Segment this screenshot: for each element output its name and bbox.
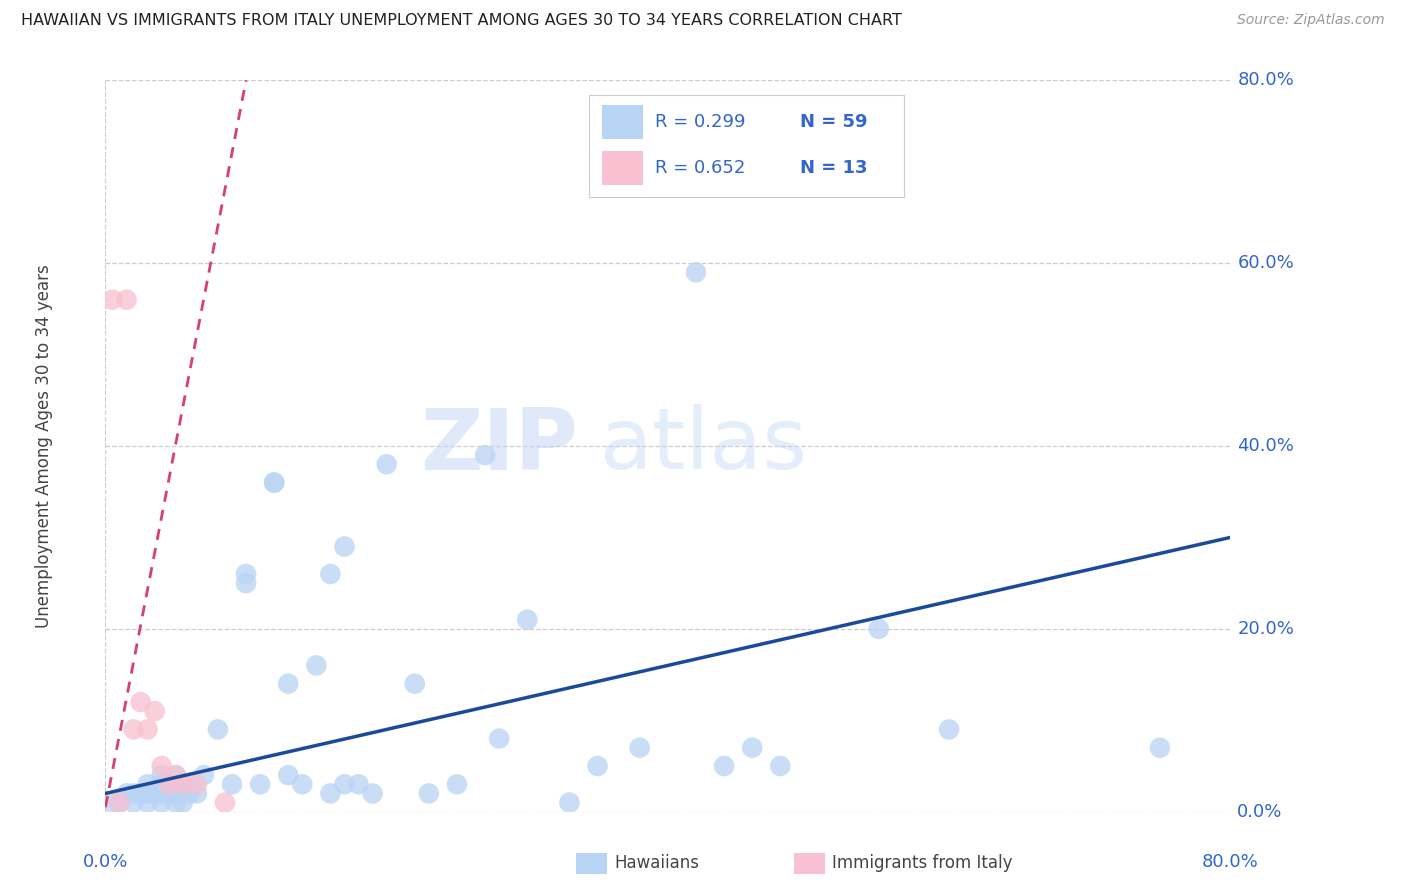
Text: 0.0%: 0.0% (83, 853, 128, 871)
Point (115, 293, 138, 307)
Point (108, 796, 131, 810)
Point (150, 759, 173, 773)
Point (221, 777, 243, 791)
Text: Immigrants from Italy: Immigrants from Italy (832, 855, 1012, 872)
Text: R = 0.652: R = 0.652 (655, 159, 745, 178)
Point (713, 759, 735, 773)
Point (165, 787, 187, 801)
Point (165, 796, 187, 810)
Text: 0.0%: 0.0% (1237, 803, 1282, 821)
Point (179, 787, 201, 801)
Point (305, 658, 328, 673)
Point (172, 796, 194, 810)
Point (122, 723, 145, 737)
Point (143, 787, 166, 801)
Text: HAWAIIAN VS IMMIGRANTS FROM ITALY UNEMPLOYMENT AMONG AGES 30 TO 34 YEARS CORRELA: HAWAIIAN VS IMMIGRANTS FROM ITALY UNEMPL… (21, 13, 903, 29)
Point (769, 759, 792, 773)
Text: Hawaiians: Hawaiians (614, 855, 699, 872)
Bar (602, 152, 643, 185)
Point (347, 777, 370, 791)
Point (143, 704, 166, 718)
Point (129, 695, 152, 709)
Point (186, 777, 208, 791)
Point (361, 787, 384, 801)
Point (157, 777, 180, 791)
Point (558, 796, 581, 810)
Point (136, 777, 159, 791)
Point (150, 796, 173, 810)
Text: 20.0%: 20.0% (1237, 620, 1294, 638)
Point (136, 787, 159, 801)
Point (186, 787, 208, 801)
Point (207, 723, 229, 737)
Point (108, 796, 131, 810)
Point (193, 768, 215, 782)
Point (291, 777, 314, 791)
Text: 80.0%: 80.0% (1237, 71, 1294, 89)
Point (868, 622, 890, 636)
Point (150, 787, 173, 801)
Point (404, 676, 426, 690)
Point (333, 540, 356, 554)
Point (319, 567, 342, 582)
Text: N = 13: N = 13 (800, 159, 868, 178)
Text: N = 59: N = 59 (800, 113, 868, 131)
Point (685, 265, 707, 279)
Text: Source: ZipAtlas.com: Source: ZipAtlas.com (1237, 13, 1385, 28)
Text: ZIP: ZIP (420, 404, 578, 488)
Point (172, 777, 194, 791)
Point (516, 613, 538, 627)
Point (150, 768, 173, 782)
Point (263, 475, 285, 490)
Point (122, 796, 145, 810)
Point (179, 777, 201, 791)
Point (172, 777, 194, 791)
Point (129, 787, 152, 801)
Point (741, 740, 763, 755)
Point (1149, 740, 1171, 755)
Point (277, 768, 299, 782)
Point (277, 676, 299, 690)
Point (101, 293, 124, 307)
Point (263, 475, 285, 490)
Point (235, 567, 257, 582)
Text: atlas: atlas (600, 404, 808, 488)
Point (122, 787, 145, 801)
Text: 80.0%: 80.0% (1202, 853, 1258, 871)
Point (418, 787, 440, 801)
Bar (602, 105, 643, 139)
Point (165, 768, 187, 782)
Point (586, 759, 609, 773)
Text: R = 0.299: R = 0.299 (655, 113, 745, 131)
Point (446, 777, 468, 791)
Point (488, 731, 510, 746)
Point (319, 787, 342, 801)
Point (165, 768, 187, 782)
Point (101, 796, 124, 810)
Point (136, 723, 159, 737)
Point (797, 146, 820, 161)
Point (150, 777, 173, 791)
Point (115, 787, 138, 801)
Text: Unemployment Among Ages 30 to 34 years: Unemployment Among Ages 30 to 34 years (35, 264, 52, 628)
Point (375, 458, 398, 472)
Point (136, 796, 159, 810)
Point (474, 448, 496, 462)
Point (214, 796, 236, 810)
Point (938, 723, 960, 737)
Point (628, 740, 651, 755)
Text: 60.0%: 60.0% (1237, 254, 1294, 272)
Point (157, 787, 180, 801)
Text: 40.0%: 40.0% (1237, 437, 1294, 455)
Point (235, 576, 257, 591)
Point (249, 777, 271, 791)
Point (333, 777, 356, 791)
